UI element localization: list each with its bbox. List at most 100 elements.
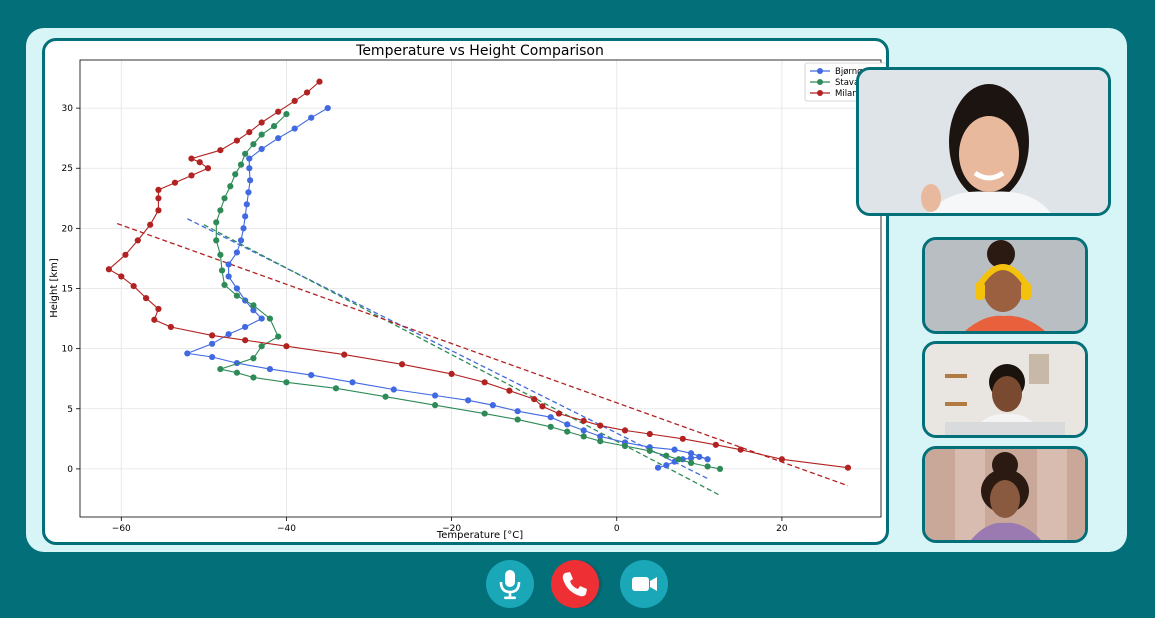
data-point bbox=[233, 369, 240, 376]
y-axis-label: Height [km] bbox=[49, 258, 60, 318]
legend-entry: Milano bbox=[835, 89, 863, 99]
trend-lines bbox=[116, 218, 849, 496]
chart-grid bbox=[80, 60, 881, 517]
data-point bbox=[465, 397, 472, 404]
data-point bbox=[196, 159, 203, 166]
data-point bbox=[283, 343, 290, 350]
data-point bbox=[130, 282, 137, 290]
data-point bbox=[514, 416, 521, 423]
participant-tile-3[interactable] bbox=[922, 341, 1088, 438]
data-point bbox=[221, 281, 228, 288]
data-point bbox=[243, 201, 250, 208]
series-line bbox=[185, 107, 708, 469]
data-point bbox=[514, 408, 521, 415]
data-point bbox=[188, 172, 195, 179]
data-point bbox=[448, 370, 455, 377]
data-point bbox=[204, 165, 212, 172]
data-point bbox=[704, 456, 711, 463]
x-tick-label: −40 bbox=[277, 524, 296, 534]
data-point bbox=[481, 379, 488, 386]
data-point bbox=[621, 427, 629, 434]
data-point bbox=[316, 78, 323, 85]
data-point bbox=[246, 155, 253, 162]
data-point bbox=[266, 315, 274, 322]
data-point bbox=[324, 105, 331, 112]
y-tick-label: 0 bbox=[67, 465, 73, 475]
end-call-button[interactable] bbox=[551, 560, 599, 608]
data-point bbox=[341, 351, 348, 358]
data-point bbox=[184, 350, 191, 357]
data-point bbox=[118, 273, 125, 280]
participant-avatar bbox=[925, 344, 1085, 435]
legend-marker bbox=[817, 90, 823, 96]
data-point bbox=[654, 464, 662, 471]
data-point bbox=[242, 337, 249, 344]
microphone-button[interactable] bbox=[486, 560, 534, 608]
data-point bbox=[679, 435, 686, 442]
data-point bbox=[597, 433, 604, 440]
legend-marker bbox=[817, 79, 823, 85]
data-point bbox=[431, 402, 439, 409]
data-point bbox=[240, 225, 247, 232]
data-point bbox=[250, 374, 257, 381]
legend-entry: Stavar bbox=[835, 78, 863, 88]
data-point bbox=[332, 385, 340, 392]
screen-share-window[interactable]: −60 −40 −20 0 20 0 5 10 15 20 25 30 Temperature vs … bbox=[42, 38, 889, 545]
data-point bbox=[597, 422, 604, 429]
participant-tile-4[interactable] bbox=[922, 446, 1088, 543]
data-point bbox=[564, 421, 571, 428]
data-point bbox=[258, 315, 265, 322]
participant-tile-main[interactable] bbox=[856, 67, 1111, 216]
data-point bbox=[217, 365, 224, 373]
data-point bbox=[221, 195, 228, 202]
data-point bbox=[247, 177, 254, 184]
data-point bbox=[155, 195, 162, 202]
data-point bbox=[675, 456, 682, 463]
data-point bbox=[237, 161, 245, 168]
data-point bbox=[225, 273, 232, 280]
data-point bbox=[213, 237, 220, 244]
trend-line-milano bbox=[116, 222, 849, 487]
data-point bbox=[489, 402, 496, 409]
data-point bbox=[209, 340, 216, 347]
data-point bbox=[555, 410, 563, 417]
data-point bbox=[233, 292, 240, 299]
data-point bbox=[147, 221, 154, 228]
data-point bbox=[188, 155, 195, 162]
data-point bbox=[237, 237, 245, 244]
data-point bbox=[171, 179, 179, 186]
participant-avatar bbox=[859, 70, 1108, 213]
participant-avatar bbox=[925, 449, 1085, 540]
data-point bbox=[245, 189, 252, 196]
data-point bbox=[246, 165, 253, 172]
data-point bbox=[580, 433, 587, 440]
data-point bbox=[597, 438, 604, 445]
y-tick-label: 20 bbox=[62, 224, 74, 234]
participant-tile-2[interactable] bbox=[922, 237, 1088, 334]
video-camera-icon bbox=[632, 577, 657, 591]
data-point bbox=[349, 379, 356, 386]
data-point bbox=[481, 410, 488, 417]
data-point bbox=[291, 125, 298, 132]
data-point bbox=[232, 171, 239, 178]
data-point bbox=[227, 183, 234, 190]
data-point bbox=[398, 361, 406, 368]
data-point bbox=[242, 323, 249, 331]
data-point bbox=[283, 111, 290, 118]
series-stavar bbox=[213, 111, 724, 472]
data-point bbox=[250, 302, 257, 309]
data-point bbox=[258, 343, 265, 350]
data-point bbox=[233, 249, 240, 256]
data-point bbox=[308, 114, 315, 121]
axis-ticks: −60 −40 −20 0 20 0 5 10 15 20 25 30 bbox=[62, 104, 788, 534]
data-point bbox=[105, 266, 113, 273]
data-point bbox=[242, 213, 249, 220]
data-point bbox=[155, 186, 162, 193]
legend-marker bbox=[817, 68, 823, 74]
data-point bbox=[225, 261, 232, 268]
x-tick-label: −20 bbox=[442, 524, 461, 534]
data-point bbox=[266, 365, 274, 373]
data-point bbox=[258, 119, 265, 126]
camera-button[interactable] bbox=[620, 560, 668, 608]
data-point bbox=[258, 131, 265, 138]
